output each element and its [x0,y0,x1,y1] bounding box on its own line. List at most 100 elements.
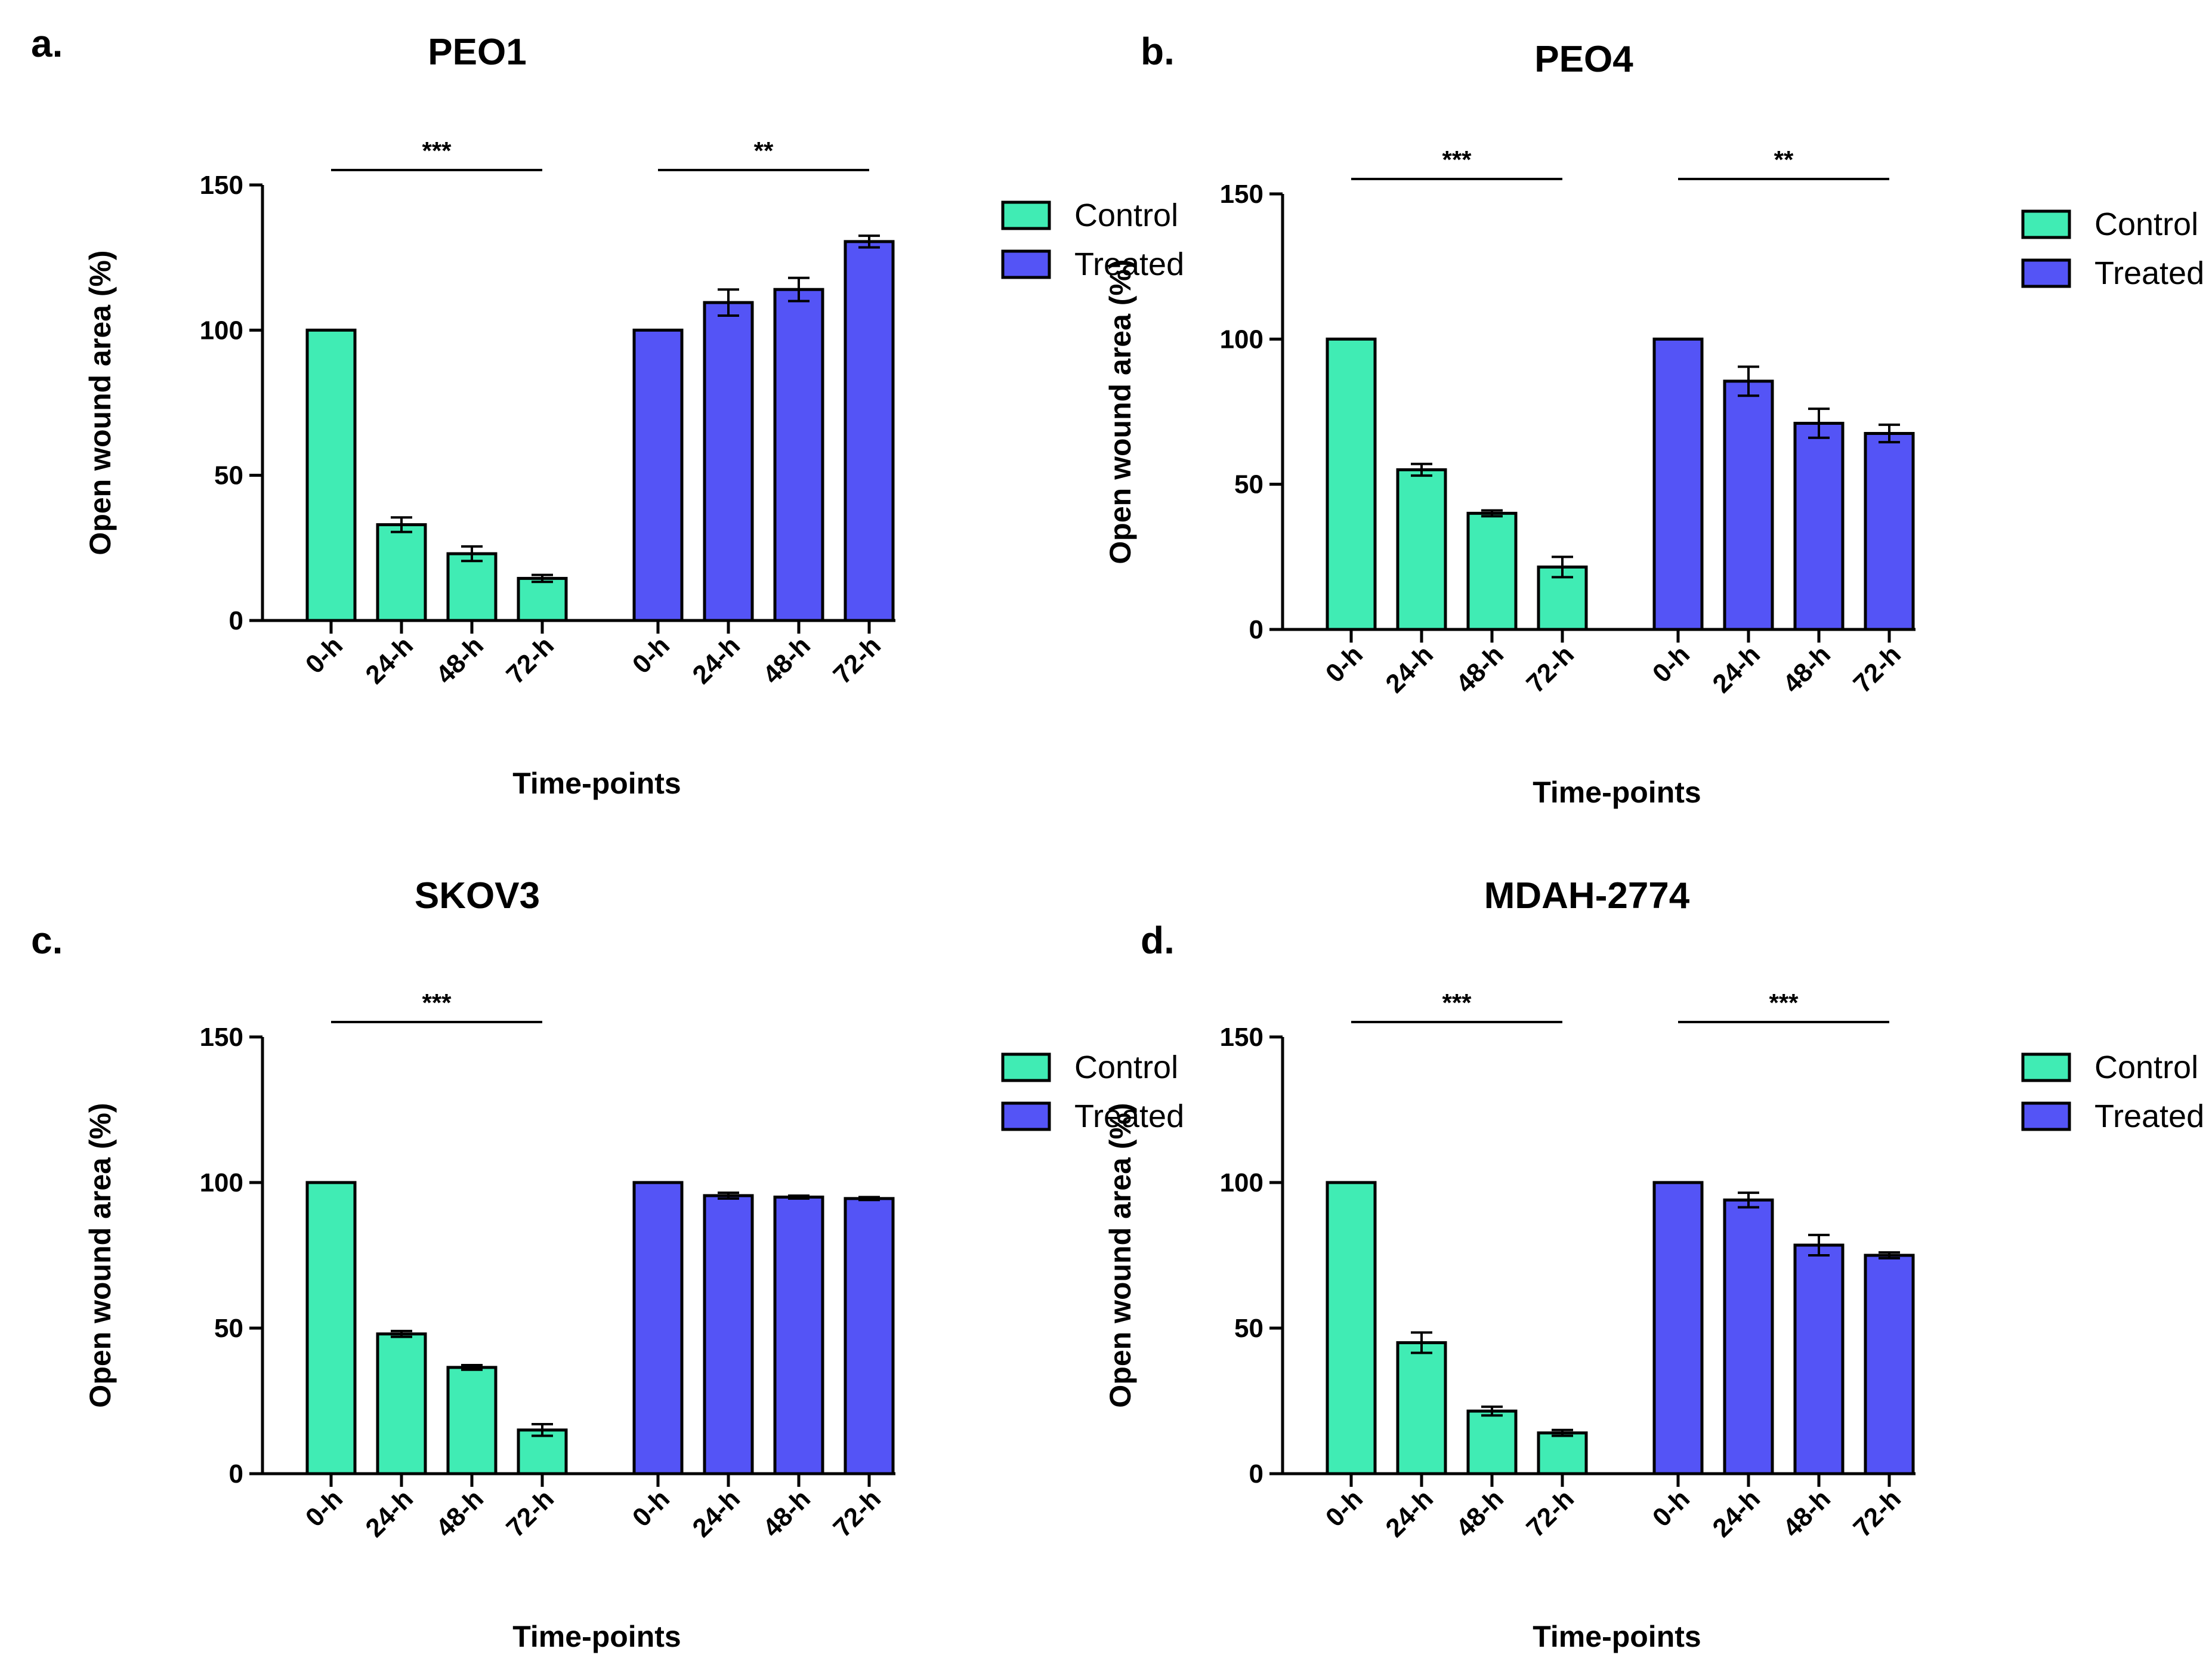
x-tick-label: 0-h [300,1484,348,1532]
y-tick-label: 50 [1234,470,1263,499]
chart-title: PEO4 [1534,39,1633,80]
x-tick-label: 0-h [1647,640,1695,688]
bar-treated-72-h [844,1197,895,1475]
y-tick-label: 50 [1234,1314,1263,1343]
bar-treated-72-h [1864,1254,1915,1475]
x-tick-label: 72-h [501,631,560,690]
y-tick-label: 150 [200,1023,243,1052]
bar-control-48-h [1466,1409,1518,1475]
x-tick-label: 24-h [360,1484,419,1543]
legend-swatch-control [1001,200,1051,230]
panel-letter: d. [1141,919,1175,962]
significance-label: *** [1442,146,1472,174]
bar-treated-0-h [1652,337,1704,631]
bar-control-48-h [446,1366,498,1475]
x-tick-label: 24-h [687,1484,746,1543]
bar-control-0-h [1326,337,1377,631]
bar-control-72-h [1537,1431,1588,1475]
y-tick-label: 0 [1249,1459,1263,1489]
significance-label: ** [1774,146,1794,174]
legend-label-control: Control [2094,206,2198,242]
bar-treated-72-h [1864,432,1915,631]
chart-title: PEO1 [428,32,526,73]
legend-swatch-treated [2021,258,2071,288]
chart-title: MDAH-2774 [1484,875,1690,916]
chart-title: SKOV3 [415,875,540,916]
legend-label-control: Control [2094,1049,2198,1085]
legend-swatch-treated [1001,249,1051,279]
x-tick-label: 0-h [1320,640,1368,688]
x-tick-label: 24-h [687,631,746,690]
bar-treated-48-h [1793,1243,1845,1475]
x-tick-label: 72-h [1521,640,1580,699]
panel-letter: c. [31,919,63,962]
significance-label: ** [754,137,774,165]
x-axis-label: Time-points [512,767,681,800]
x-tick-label: 48-h [1777,1484,1836,1543]
x-tick-label: 24-h [1380,1484,1439,1543]
legend-swatch-control [2021,1052,2071,1082]
bar-treated-0-h [1652,1181,1704,1475]
x-tick-label: 48-h [1777,640,1836,699]
x-tick-label: 24-h [1707,640,1766,699]
bar-treated-72-h [844,240,895,622]
bar-control-0-h [305,328,357,622]
y-tick-label: 50 [214,461,243,490]
x-tick-label: 0-h [1320,1484,1368,1532]
x-axis-label: Time-points [1533,776,1701,809]
bar-treated-24-h [703,1194,754,1475]
y-tick-label: 150 [1220,180,1263,209]
bar-treated-24-h [1723,1198,1774,1475]
y-tick-label: 50 [214,1314,243,1343]
x-tick-label: 72-h [827,1484,886,1543]
x-tick-label: 72-h [1848,1484,1907,1543]
x-tick-label: 24-h [1380,640,1439,699]
legend-label-treated: Treated [1074,1098,1184,1134]
x-tick-label: 72-h [827,631,886,690]
bar-treated-0-h [632,328,684,622]
x-tick-label: 72-h [1848,640,1907,699]
bar-control-24-h [1396,468,1447,631]
bar-treated-48-h [773,1195,824,1475]
x-axis-label: Time-points [1533,1620,1701,1653]
x-tick-label: 0-h [627,631,675,679]
bar-control-72-h [517,576,568,622]
legend-swatch-control [2021,209,2071,239]
legend-swatch-treated [1001,1101,1051,1131]
x-tick-label: 48-h [430,1484,489,1543]
bar-control-24-h [376,523,427,622]
panel-letter: a. [31,22,63,65]
significance-label: *** [1769,989,1799,1017]
x-tick-label: 0-h [1647,1484,1695,1532]
y-tick-label: 0 [1249,615,1263,644]
x-tick-label: 72-h [1521,1484,1580,1543]
y-tick-label: 0 [229,1459,243,1489]
y-axis-label: Open wound area (%) [84,1103,117,1407]
x-tick-label: 72-h [501,1484,560,1543]
significance-label: *** [422,989,452,1017]
bar-treated-48-h [773,288,824,622]
bar-control-24-h [376,1332,427,1475]
chart-panel-4: d. MDAH-2774 0 50 100 150 Open wound area (%) 0… [1104,875,2204,1653]
panel-letter: b. [1141,30,1175,73]
y-tick-label: 100 [1220,1168,1263,1197]
y-tick-label: 150 [1220,1023,1263,1052]
significance-label: *** [422,137,452,165]
y-tick-label: 100 [200,316,243,345]
y-tick-label: 100 [1220,325,1263,354]
legend-swatch-control [1001,1052,1051,1082]
x-tick-label: 24-h [360,631,419,690]
y-tick-label: 0 [229,606,243,635]
legend-label-treated: Treated [2094,1098,2204,1134]
bar-treated-24-h [703,301,754,622]
x-axis-label: Time-points [512,1620,681,1653]
bar-control-48-h [446,552,498,622]
bar-control-72-h [517,1428,568,1475]
x-tick-label: 0-h [300,631,348,679]
legend-label-control: Control [1074,1049,1178,1085]
bar-control-0-h [1326,1181,1377,1475]
bar-treated-0-h [632,1181,684,1475]
